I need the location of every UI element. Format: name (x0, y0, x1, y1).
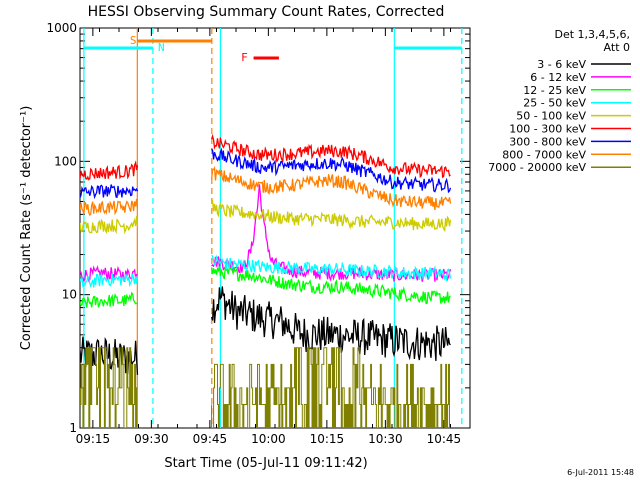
y-tick-label-2: 100 (54, 154, 77, 168)
x-tick-label-1: 09:30 (134, 432, 169, 446)
legend-label-0: 3 - 6 keV (537, 58, 586, 71)
flare-marker-label: F (241, 51, 248, 64)
night-marker-label: N (158, 41, 165, 54)
x-axis-label: Start Time (05-Jul-11 09:11:42) (164, 456, 367, 471)
x-tick-label-6: 10:45 (427, 432, 462, 446)
observing-intervals (83, 28, 463, 428)
y-tick-label-1: 10 (62, 288, 77, 302)
y-tick-label-3: 1000 (46, 21, 77, 35)
y-tick-label-0: 1 (69, 421, 77, 435)
x-tick-label-3: 10:00 (251, 432, 286, 446)
legend-label-5: 100 - 300 keV (509, 123, 586, 136)
legend-label-3: 25 - 50 keV (523, 97, 586, 110)
series-line-2-seg-0 (80, 291, 139, 308)
y-axis-label: Corrected Count Rate (s⁻¹ detector⁻¹) (19, 106, 34, 351)
series-line-4-seg-0 (80, 216, 139, 235)
x-tick-label-2: 09:45 (193, 432, 228, 446)
series-line-8-seg-0 (80, 347, 138, 428)
legend-label-4: 50 - 100 keV (516, 110, 586, 123)
series-line-3-seg-0 (80, 271, 139, 289)
series-line-7-seg-1 (210, 165, 452, 210)
series-line-6-seg-1 (211, 147, 452, 194)
series-line-0-seg-1 (210, 286, 451, 361)
series-line-4-seg-1 (211, 199, 452, 233)
series-line-5-seg-1 (210, 133, 451, 179)
legend-label-2: 12 - 25 keV (523, 84, 586, 97)
saa-marker-label: S (130, 34, 137, 47)
chart-title: HESSI Observing Summary Count Rates, Cor… (88, 4, 445, 20)
legend-header-1: Det 1,3,4,5,6, (554, 28, 630, 41)
legend-label-6: 300 - 800 keV (509, 135, 586, 148)
series-line-2-seg-1 (210, 265, 451, 305)
footer-timestamp: 6-Jul-2011 15:48 (567, 468, 634, 477)
status-markers: S N F (83, 34, 462, 64)
x-tick-label-0: 09:15 (76, 432, 111, 446)
series-line-7-seg-0 (80, 198, 139, 217)
series-lines (80, 133, 452, 428)
legend-label-8: 7000 - 20000 keV (488, 161, 586, 174)
legend-label-1: 6 - 12 keV (530, 71, 586, 84)
series-line-3-seg-1 (211, 254, 452, 282)
x-tick-label-4: 10:15 (310, 432, 345, 446)
series-line-8-seg-1 (211, 347, 451, 428)
legend-header-2: Att 0 (604, 41, 630, 54)
plot-area: 09:15 09:30 09:45 10:00 10:15 10:30 10:45 1 10 10… (46, 21, 471, 446)
x-tick-label-5: 10:30 (368, 432, 403, 446)
legend-label-7: 800 - 7000 keV (502, 148, 586, 161)
series-line-6-seg-0 (80, 184, 139, 200)
series-line-5-seg-0 (80, 160, 139, 181)
